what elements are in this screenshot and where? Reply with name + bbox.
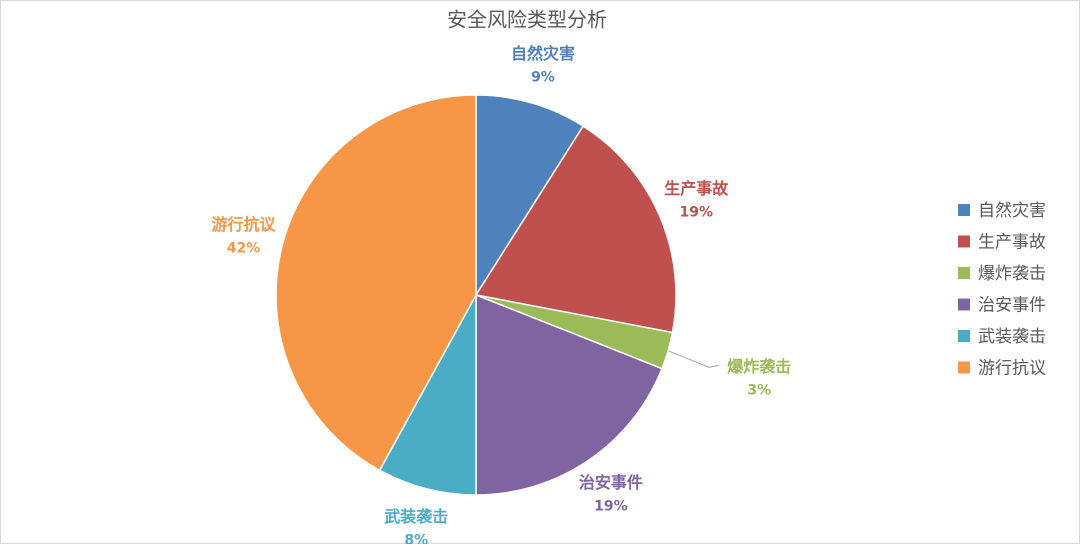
data-label-name: 自然灾害 [511, 44, 575, 63]
data-label-value: 19% [680, 205, 714, 221]
legend-label: 爆炸袭击 [978, 264, 1046, 284]
data-label-value: 3% [747, 382, 771, 398]
legend-swatch [958, 361, 970, 374]
data-label-name: 爆炸袭击 [727, 357, 791, 376]
pie-slice [474, 125, 677, 334]
legend-label: 游行抗议 [978, 359, 1046, 379]
data-label-value: 19% [594, 498, 628, 514]
legend-label: 治安事件 [978, 296, 1046, 316]
data-label-name: 武装袭击 [384, 507, 448, 526]
legend-swatch [958, 298, 970, 311]
legend-label: 武装袭击 [978, 327, 1046, 347]
legend-swatch [958, 204, 970, 216]
legend-swatch [958, 235, 970, 248]
legend-swatch [958, 330, 970, 342]
pie-slice [378, 294, 477, 496]
data-label-name: 游行抗议 [212, 215, 277, 234]
pie-slice [475, 94, 585, 298]
legend-swatch [958, 267, 970, 279]
leader-line [667, 350, 720, 368]
chart-title: 安全风险类型分析 [447, 8, 607, 32]
data-label-value: 9% [531, 70, 555, 86]
legend-label: 自然灾害 [978, 201, 1046, 221]
pie-slice [475, 293, 663, 496]
data-label-name: 生产事故 [664, 179, 729, 198]
pie-slice [275, 94, 477, 472]
legend-label: 生产事故 [978, 233, 1046, 253]
data-label-value: 42% [227, 240, 261, 256]
data-label-name: 治安事件 [579, 473, 643, 492]
data-label-value: 8% [404, 532, 428, 544]
